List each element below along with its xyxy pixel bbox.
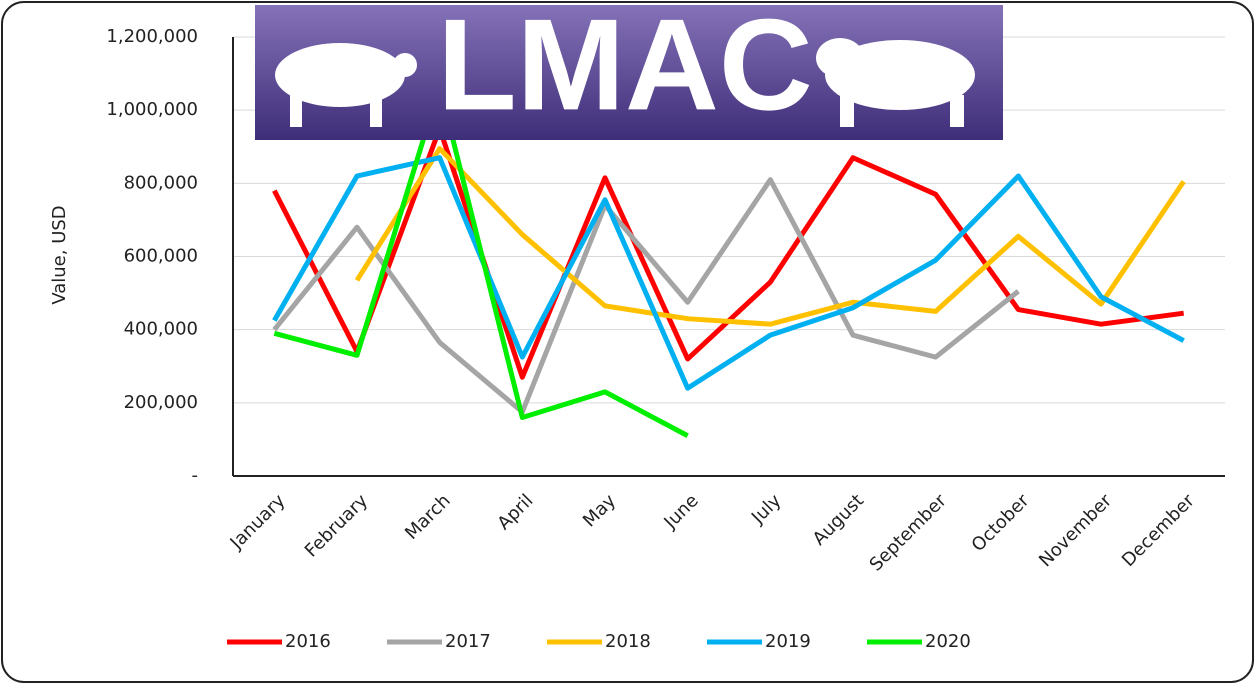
y-tick-label: 200,000: [124, 392, 198, 413]
series-line: [354, 146, 1186, 327]
logo: LMAC: [255, 0, 1003, 140]
legend-label: 2019: [765, 631, 811, 652]
y-tick-label: 1,200,000: [106, 26, 198, 47]
legend: 2016 2017 2018 2019 2020: [227, 631, 971, 652]
y-tick-label: -: [192, 465, 199, 486]
logo-animals: [275, 38, 975, 127]
series-line: [272, 177, 1020, 415]
legend-label: 2017: [445, 631, 491, 652]
legend-label: 2016: [285, 631, 331, 652]
y-tick-label: 1,000,000: [106, 99, 198, 120]
legend-label: 2018: [605, 631, 651, 652]
y-tick-label: 800,000: [124, 172, 198, 193]
y-axis-label: Value, USD: [49, 205, 70, 304]
y-tick-label: 600,000: [124, 246, 198, 267]
y-tick-label: 400,000: [124, 319, 198, 340]
legend-label: 2020: [925, 631, 971, 652]
series-line: [272, 155, 1185, 391]
logo-text: LMAC: [437, 0, 812, 137]
series-line: [273, 83, 689, 438]
